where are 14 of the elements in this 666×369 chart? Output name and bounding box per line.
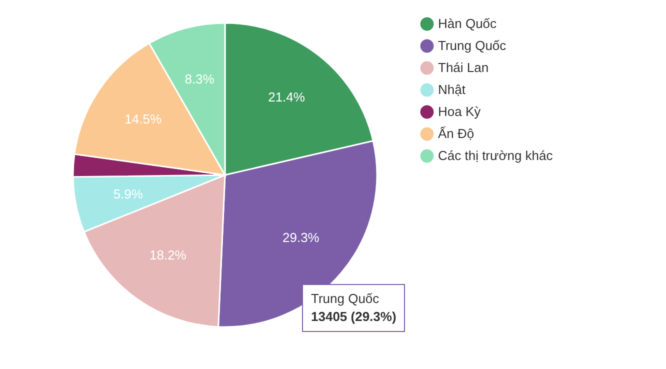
legend-label: Trung Quốc: [438, 38, 507, 53]
legend-label: Ấn Độ: [438, 126, 474, 141]
legend-label: Hoa Kỳ: [438, 104, 482, 119]
data-label: 8.3%: [184, 72, 215, 87]
legend-label: Nhật: [438, 82, 466, 97]
legend-label: Các thị trường khác: [438, 148, 554, 163]
data-label: 5.9%: [113, 186, 144, 202]
legend-label: Hàn Quốc: [438, 16, 498, 31]
data-label: 14.5%: [124, 112, 162, 127]
tooltip-box: Trung Quốc 13405 (29.3%): [302, 284, 406, 332]
data-label: 18.2%: [150, 248, 187, 263]
legend-label: Thái Lan: [438, 60, 489, 75]
data-label: 29.3%: [282, 230, 320, 246]
data-label: 21.4%: [268, 90, 306, 105]
